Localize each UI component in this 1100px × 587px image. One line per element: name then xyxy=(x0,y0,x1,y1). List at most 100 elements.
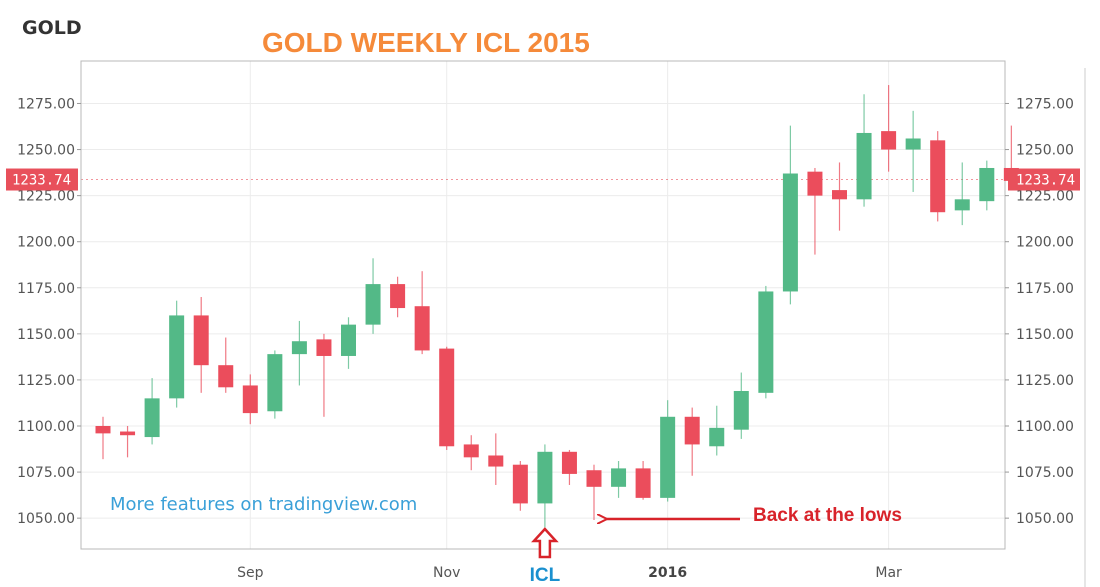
back-at-lows-label: Back at the lows xyxy=(753,505,902,526)
candle-body xyxy=(291,341,307,355)
candle xyxy=(414,271,430,355)
candle xyxy=(95,416,111,460)
candle xyxy=(782,125,798,305)
candle xyxy=(807,167,823,255)
candle-body xyxy=(709,427,725,447)
x-tick-label: Mar xyxy=(875,565,902,581)
candle-body xyxy=(193,315,209,366)
candle xyxy=(979,160,995,211)
candle-body xyxy=(537,451,553,504)
y-tick-label-left: 1050.00 xyxy=(17,511,75,527)
candle-body xyxy=(758,291,774,393)
y-tick-label-right: 1275.00 xyxy=(1016,96,1074,112)
x-axis: Sep Nov 2016 Mar xyxy=(237,565,902,581)
candle xyxy=(341,317,356,369)
candle-body xyxy=(439,348,455,447)
y-tick-label-right: 1075.00 xyxy=(1016,465,1074,481)
y-tick-label-right: 1250.00 xyxy=(1016,143,1074,159)
candle xyxy=(733,372,749,439)
candle xyxy=(144,378,160,445)
back-at-lows-annotation: Back at the lows xyxy=(606,505,902,526)
candle xyxy=(169,300,185,408)
y-tick-label-right: 1150.00 xyxy=(1016,327,1074,343)
candle xyxy=(856,94,872,207)
candle-body xyxy=(782,173,798,292)
y-tick-label-right: 1050.00 xyxy=(1016,511,1074,527)
candle-body xyxy=(414,306,430,351)
candles xyxy=(95,85,1019,528)
candle xyxy=(611,461,627,498)
x-tick-label: Sep xyxy=(237,565,264,581)
icl-label: ICL xyxy=(530,565,561,586)
candle-body xyxy=(390,284,406,309)
candle-body xyxy=(660,416,676,498)
candle xyxy=(316,333,332,417)
candle-body xyxy=(218,365,234,388)
candle xyxy=(218,337,234,393)
y-tick-label-left: 1125.00 xyxy=(17,373,75,389)
last-price-label-left: 1233.74 xyxy=(12,173,71,189)
y-tick-label-left: 1225.00 xyxy=(17,189,75,205)
candle xyxy=(267,350,283,419)
candle-body xyxy=(512,464,528,504)
y-tick-label-right: 1225.00 xyxy=(1016,189,1074,205)
candle xyxy=(881,85,897,172)
candle-body xyxy=(267,354,283,412)
last-price-label-right: 1233.74 xyxy=(1016,173,1075,189)
candle-body xyxy=(905,138,921,150)
y-tick-label-right: 1200.00 xyxy=(1016,235,1074,251)
candle xyxy=(390,276,406,318)
y-axis-right: 1050.00 1075.00 1100.00 1125.00 1150.00 1175.… xyxy=(1005,96,1074,527)
candle xyxy=(439,346,455,450)
candle-body xyxy=(95,426,111,434)
y-tick-label-left: 1100.00 xyxy=(17,419,75,435)
candle-body xyxy=(930,140,946,213)
candle-body xyxy=(954,199,970,211)
candle xyxy=(758,285,774,399)
x-tick-label: 2016 xyxy=(648,565,687,581)
candle xyxy=(684,407,700,476)
candle-body xyxy=(807,171,823,196)
candle xyxy=(954,162,970,226)
candle xyxy=(561,449,577,485)
candle-body xyxy=(365,284,381,325)
last-price-tag-right: 1233.74 xyxy=(1008,168,1080,191)
candle xyxy=(660,400,676,502)
candle-body xyxy=(120,431,136,436)
candle xyxy=(193,296,209,393)
candle-body xyxy=(316,339,332,356)
candle xyxy=(463,435,479,471)
watermark-text: More features on tradingview.com xyxy=(110,494,417,515)
candle-body xyxy=(561,451,577,474)
candle xyxy=(242,374,258,425)
candle-body xyxy=(733,390,749,430)
candle xyxy=(905,110,921,192)
candle-body xyxy=(635,468,651,498)
symbol-label: GOLD xyxy=(22,17,82,39)
y-tick-label-left: 1200.00 xyxy=(17,235,75,251)
candle-body xyxy=(341,324,356,356)
y-tick-label-right: 1100.00 xyxy=(1016,419,1074,435)
candle-body xyxy=(832,190,847,200)
candle xyxy=(930,131,946,222)
candle-body xyxy=(586,470,602,487)
candle xyxy=(635,461,651,500)
candle xyxy=(709,405,725,456)
candle xyxy=(586,464,602,520)
icl-up-arrow xyxy=(531,527,559,559)
y-tick-label-left: 1175.00 xyxy=(17,281,75,297)
candle-body xyxy=(242,385,258,414)
candle-body xyxy=(611,468,627,487)
last-price-tag-right-bg xyxy=(1008,168,1080,191)
candle-body xyxy=(684,416,700,445)
x-tick-label: Nov xyxy=(433,565,460,581)
candle-body xyxy=(169,315,185,399)
candle xyxy=(832,162,847,231)
last-price-tag-left-bg xyxy=(6,168,78,191)
candle-body xyxy=(144,398,160,438)
candle-body xyxy=(463,444,479,458)
y-tick-label-right: 1175.00 xyxy=(1016,281,1074,297)
icl-annotation: ICL xyxy=(530,527,561,586)
candle xyxy=(488,433,504,485)
